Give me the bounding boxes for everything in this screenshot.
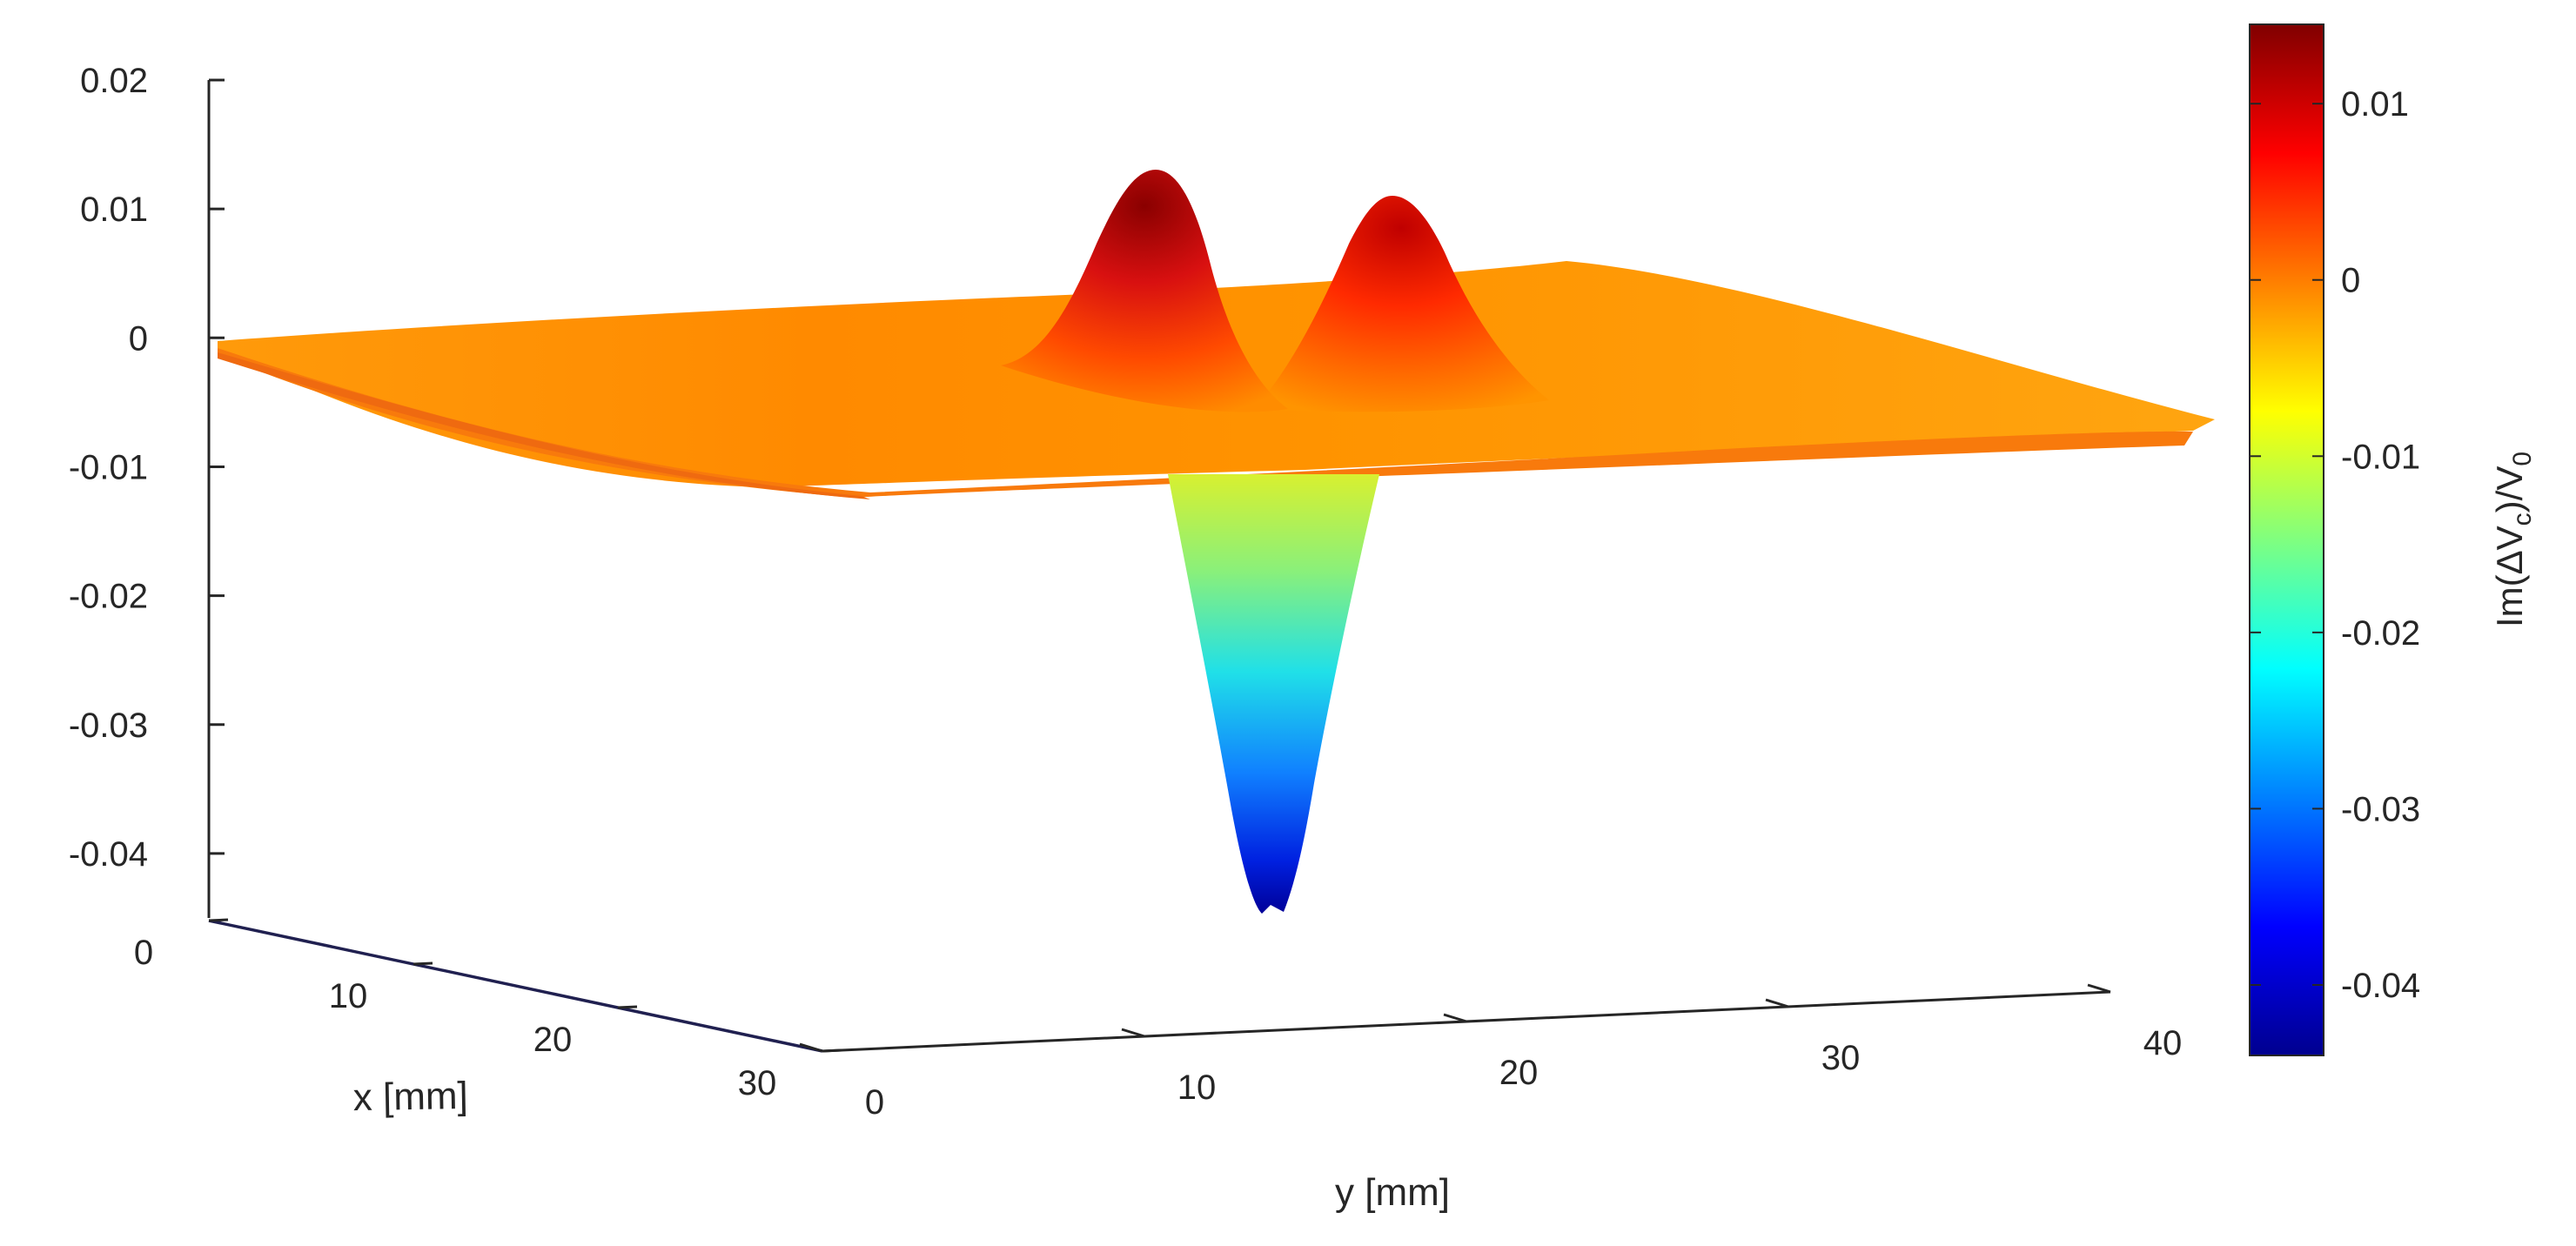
colorbar-tick-label: -0.01 — [2341, 438, 2420, 476]
z-tick-label: -0.03 — [69, 707, 148, 745]
z-tick-label: 0.01 — [80, 191, 148, 229]
x-tick-label: 10 — [329, 977, 368, 1015]
y-tick-mark — [799, 1042, 823, 1053]
z-tick-label: 0 — [129, 319, 148, 358]
colorbar-tick-label: 0.01 — [2341, 85, 2409, 124]
z-tick-label: 0.02 — [80, 62, 148, 100]
y-tick-label: 30 — [1821, 1039, 1861, 1077]
axes-3d: 0.02 0.01 0 -0.01 -0.02 -0.03 -0.04 0 10 20 30 0 1… — [69, 62, 2182, 1122]
z-tick-label: -0.04 — [69, 835, 148, 874]
surface-trough — [1168, 474, 1379, 914]
x-axis-label: x [mm] — [352, 1075, 468, 1119]
z-tick-label: -0.01 — [69, 448, 148, 486]
x-tick-label: 30 — [738, 1064, 777, 1102]
y-tick-mark — [2087, 983, 2111, 994]
y-tick-label: 0 — [865, 1083, 884, 1122]
x-tick-mark — [822, 1048, 842, 1053]
y-axis-label: y [mm] — [1335, 1171, 1450, 1214]
x-tick-mark — [208, 918, 229, 922]
surface-peak-1 — [1001, 170, 1288, 412]
z-tick-label: -0.02 — [69, 578, 148, 616]
y-tick-label: 20 — [1499, 1054, 1539, 1092]
surface-sheet-near — [218, 348, 2193, 498]
x-tick-mark — [413, 961, 433, 966]
colorbar-tick-label: -0.03 — [2341, 790, 2420, 828]
x-tick-label: 20 — [533, 1021, 573, 1059]
y-tick-mark — [1443, 1013, 1467, 1023]
x-tick-label: 0 — [134, 934, 153, 972]
y-tick-mark — [1121, 1028, 1145, 1038]
surface — [218, 170, 2215, 914]
colorbar: 0.01 0 -0.01 -0.02 -0.03 -0.04 — [2249, 23, 2420, 1056]
colorbar-tick-label: -0.04 — [2341, 967, 2420, 1005]
surface-peak-2 — [1253, 196, 1549, 412]
colorbar-tick-label: 0 — [2341, 262, 2360, 300]
y-tick-label: 10 — [1177, 1068, 1217, 1107]
x-tick-mark — [617, 1005, 638, 1009]
x-axis-line — [208, 919, 823, 1053]
colorbar-label: Im(ΔVc)/V0 — [2489, 452, 2537, 627]
y-tick-mark — [1765, 998, 1789, 1008]
colorbar-scale — [2249, 23, 2324, 1056]
colorbar-tick-label: -0.02 — [2341, 614, 2420, 653]
y-tick-label: 40 — [2143, 1024, 2183, 1062]
